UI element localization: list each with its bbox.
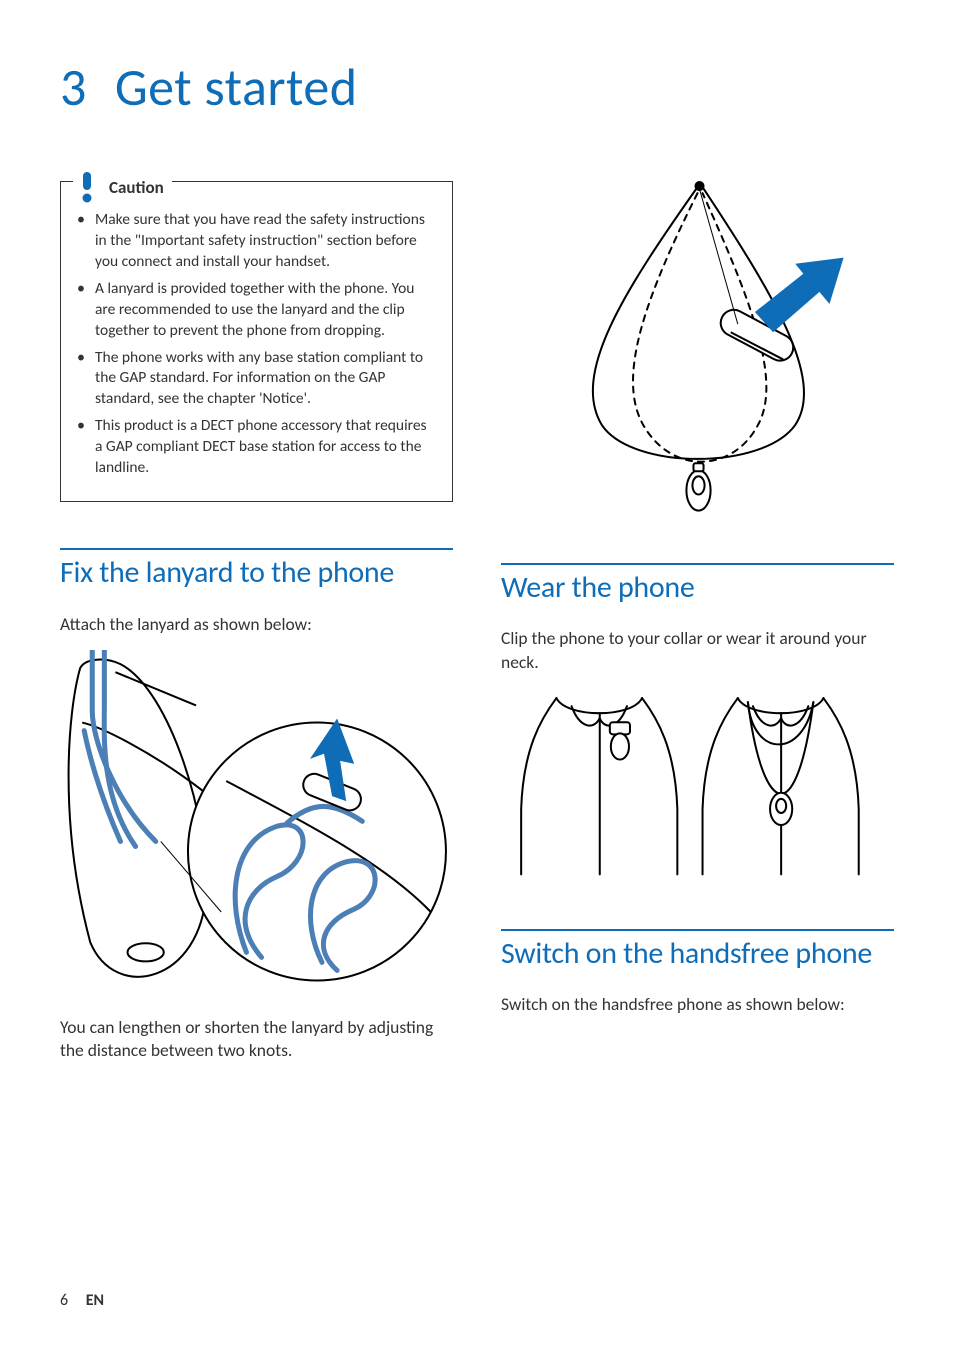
caution-item-text: The phone works with any base station co… [95,348,436,411]
caution-label: Caution [109,177,164,198]
section-rule [60,548,453,550]
fix-intro-text: Attach the lanyard as shown below: [60,613,453,637]
chapter-number: 3 [60,55,87,119]
section-title-fix-lanyard: Fix the lanyard to the phone [60,556,453,591]
caution-item: •Make sure that you have read the safety… [77,210,436,273]
bullet-icon: • [77,279,95,342]
caution-box: Caution •Make sure that you have read th… [60,181,453,502]
bullet-icon: • [77,416,95,479]
section-title-wear: Wear the phone [501,571,894,606]
chapter-title: 3 Get started [60,55,894,119]
caution-item-text: Make sure that you have read the safety … [95,210,436,273]
caution-item-text: This product is a DECT phone accessory t… [95,416,436,479]
caution-item-text: A lanyard is provided together with the … [95,279,436,342]
caution-item: •This product is a DECT phone accessory … [77,416,436,479]
page-lang: EN [86,1291,104,1310]
figure-lanyard-attach [60,650,453,998]
caution-header: Caution [73,170,172,204]
section-title-switch-on: Switch on the handsfree phone [501,937,894,972]
two-column-layout: Caution •Make sure that you have read th… [60,181,894,1077]
wear-intro-text: Clip the phone to your collar or wear it… [501,627,894,674]
page-footer: 6 EN [60,1291,104,1310]
bullet-icon: • [77,210,95,273]
figure-lanyard-adjust [501,173,894,521]
figure-wear-phone [501,688,894,884]
chapter-title-text: Get started [115,55,358,119]
caution-item: •The phone works with any base station c… [77,348,436,411]
bullet-icon: • [77,348,95,411]
caution-item: •A lanyard is provided together with the… [77,279,436,342]
switch-intro-text: Switch on the handsfree phone as shown b… [501,993,894,1017]
section-rule [501,563,894,565]
left-column: Caution •Make sure that you have read th… [60,181,453,1077]
right-column: Wear the phone Clip the phone to your co… [501,181,894,1077]
section-rule [501,929,894,931]
fix-outro-text: You can lengthen or shorten the lanyard … [60,1016,453,1063]
page-root: 3Get started Caution •Make sure that you… [0,0,954,1350]
caution-list: •Make sure that you have read the safety… [77,210,436,479]
caution-icon [73,170,101,204]
page-number: 6 [60,1291,68,1310]
